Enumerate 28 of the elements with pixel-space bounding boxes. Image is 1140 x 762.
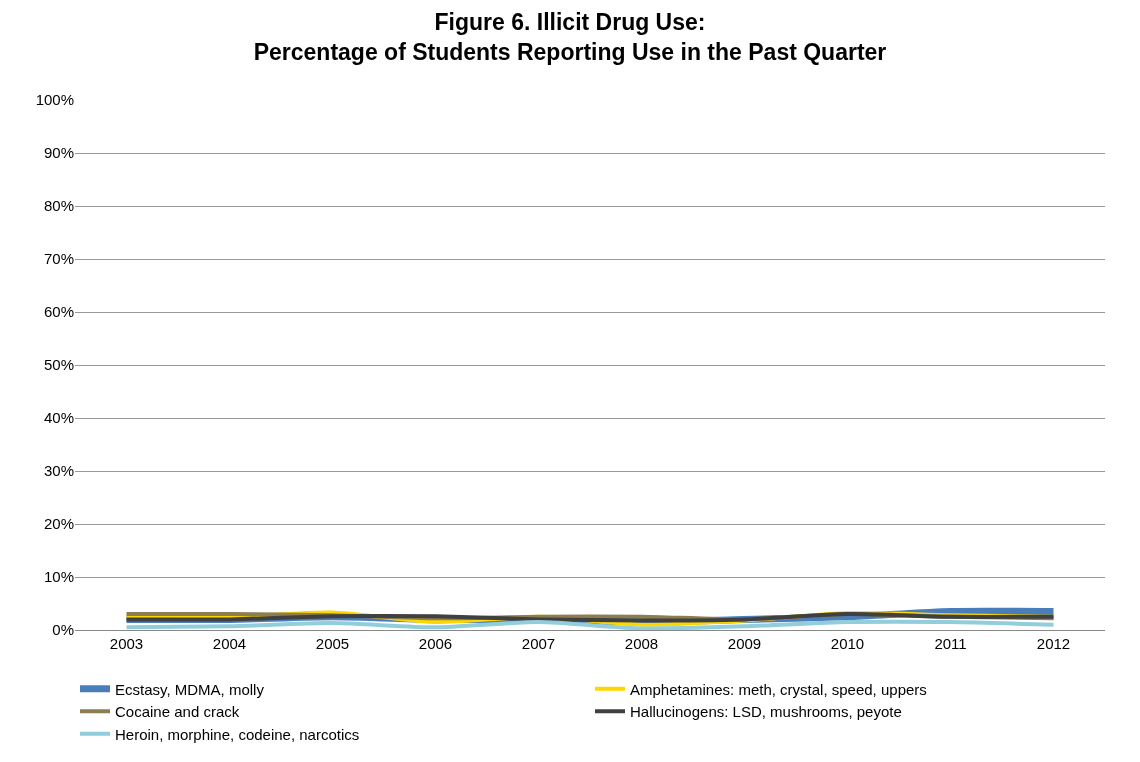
line-series — [124, 619, 1056, 630]
x-tick-label: 2004 — [212, 635, 247, 652]
x-tick-label: 2005 — [315, 635, 350, 652]
legend-label: Ecstasy, MDMA, molly — [115, 680, 265, 698]
x-tick-label: 2008 — [624, 635, 659, 652]
x-tick-label: 2011 — [934, 635, 967, 652]
legend-label: Hallucinogens: LSD, mushrooms, peyote — [630, 703, 902, 720]
x-tick-label: 2003 — [109, 635, 144, 652]
x-tick-label: 2012 — [1036, 635, 1071, 652]
chart-title: Figure 6. Illicit Drug Use: Percentage of Students Reporting Use in the Past Quarter — [253, 9, 887, 66]
y-tick-label: 90% — [43, 144, 74, 162]
y-tick-label: 40% — [43, 409, 74, 427]
y-tick-label: 60% — [43, 303, 74, 321]
legend-label: Cocaine and crack — [115, 703, 240, 720]
y-tick-label: 80% — [43, 197, 74, 215]
legend-label: Amphetamines: meth, crystal, speed, uppers — [630, 680, 927, 698]
y-tick-label: 50% — [43, 356, 74, 374]
y-tick-label: 10% — [43, 568, 74, 586]
y-tick-label: 30% — [43, 462, 74, 480]
y-tick-label: 20% — [43, 515, 74, 533]
y-tick-label: 70% — [43, 250, 74, 268]
legend-label: Heroin, morphine, codeine, narcotics — [115, 725, 360, 743]
x-tick-label: 2006 — [418, 635, 453, 652]
x-tick-label: 2007 — [521, 635, 556, 652]
y-tick-label: 100% — [35, 91, 74, 109]
x-tick-label: 2009 — [727, 635, 762, 652]
y-tick-label: 0% — [52, 621, 74, 639]
x-tick-label: 2010 — [830, 635, 865, 652]
